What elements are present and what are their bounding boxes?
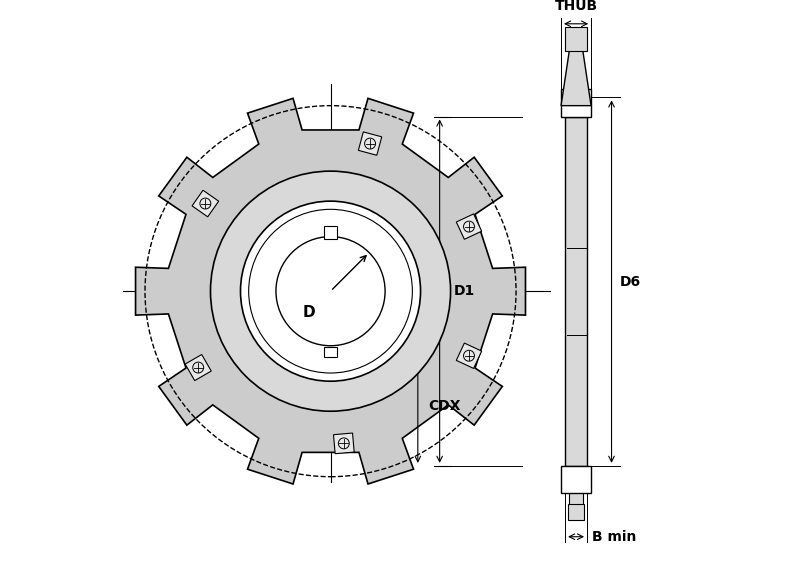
Polygon shape bbox=[185, 355, 211, 381]
Circle shape bbox=[241, 201, 421, 381]
Bar bbox=[568, 504, 584, 521]
Polygon shape bbox=[456, 214, 482, 239]
Text: D1: D1 bbox=[453, 284, 474, 298]
Bar bbox=[324, 226, 337, 239]
Bar bbox=[324, 347, 337, 356]
Polygon shape bbox=[192, 190, 219, 217]
Text: D: D bbox=[303, 306, 315, 320]
Bar bbox=[565, 27, 587, 51]
Text: THUB: THUB bbox=[554, 0, 598, 13]
Circle shape bbox=[211, 171, 451, 411]
Polygon shape bbox=[358, 132, 382, 155]
Bar bbox=[565, 117, 587, 466]
Polygon shape bbox=[561, 51, 591, 105]
Text: B min: B min bbox=[592, 530, 637, 544]
Bar bbox=[569, 89, 583, 509]
Circle shape bbox=[249, 209, 413, 373]
Bar bbox=[561, 466, 592, 493]
Polygon shape bbox=[135, 98, 526, 484]
Text: D6: D6 bbox=[619, 275, 641, 289]
Bar bbox=[561, 89, 592, 117]
Polygon shape bbox=[333, 433, 354, 453]
Polygon shape bbox=[456, 343, 482, 368]
Text: CDX: CDX bbox=[428, 399, 461, 413]
Circle shape bbox=[276, 237, 385, 346]
